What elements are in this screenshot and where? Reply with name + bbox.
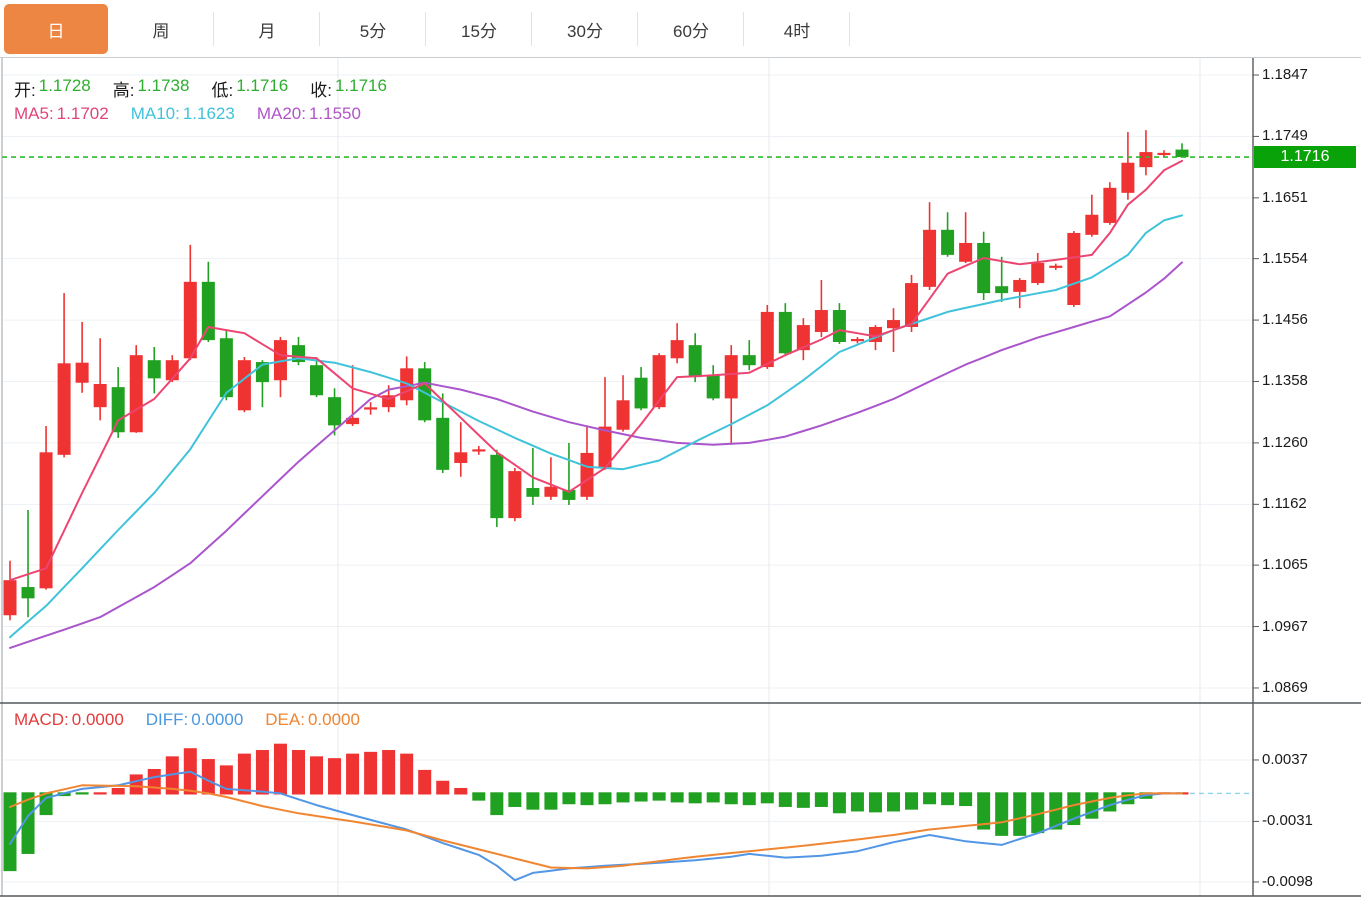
- macd-axis-label: -0.0098: [1262, 873, 1313, 890]
- price-axis-label: 1.1065: [1262, 556, 1308, 574]
- tab-5min[interactable]: 5分: [320, 0, 426, 58]
- price-axis-label: 1.1358: [1262, 372, 1308, 390]
- low-readout: 低: 1.1716: [211, 76, 289, 100]
- ma5-readout: MA5: 1.1702: [14, 104, 109, 123]
- dea-readout: DEA: 0.0000: [265, 710, 360, 729]
- ohlc-legend: 开: 1.1728 高: 1.1738 低: 1.1716 收: 1.1716: [14, 76, 409, 101]
- price-axis-label: 1.1260: [1262, 433, 1308, 451]
- price-axis-label: 1.1847: [1262, 66, 1308, 83]
- tab-month[interactable]: 月: [214, 0, 320, 58]
- timeframe-tab-bar: 日 周 月 5分 15分 30分 60分 4时: [0, 0, 1361, 58]
- ma-legend: MA5: 1.1702 MA10: 1.1623 MA20: 1.1550: [14, 104, 383, 124]
- macd-axis-label: 0.0037: [1262, 751, 1308, 768]
- price-axis-label: 1.0869: [1262, 678, 1308, 696]
- tab-4hour[interactable]: 4时: [744, 0, 850, 58]
- diff-readout: DIFF: 0.0000: [145, 710, 244, 729]
- tab-15min[interactable]: 15分: [426, 0, 532, 58]
- price-axis-label: 1.1456: [1262, 311, 1308, 329]
- price-axis-label: 1.1554: [1262, 249, 1308, 267]
- close-readout: 收: 1.1716: [310, 76, 387, 100]
- tab-day[interactable]: 日: [4, 4, 108, 54]
- price-axis-label: 1.0967: [1262, 617, 1308, 635]
- macd-readout: MACD: 0.0000: [14, 710, 124, 729]
- price-axis-label: 1.1162: [1262, 495, 1307, 513]
- current-price-badge: 1.1716: [1254, 146, 1356, 168]
- price-axis-label: 1.1651: [1262, 188, 1308, 206]
- price-axis-label: 1.1749: [1262, 127, 1308, 145]
- tab-week[interactable]: 周: [108, 0, 214, 58]
- ma20-readout: MA20: 1.1550: [256, 104, 361, 123]
- macd-axis-label: -0.0031: [1262, 812, 1313, 829]
- high-readout: 高: 1.1738: [112, 76, 190, 100]
- ma10-readout: MA10: 1.1623: [130, 104, 235, 123]
- tab-30min[interactable]: 30分: [532, 0, 638, 58]
- open-readout: 开: 1.1728: [14, 76, 91, 100]
- tab-60min[interactable]: 60分: [638, 0, 744, 58]
- macd-legend: MACD: 0.0000 DIFF: 0.0000 DEA: 0.0000: [14, 710, 382, 730]
